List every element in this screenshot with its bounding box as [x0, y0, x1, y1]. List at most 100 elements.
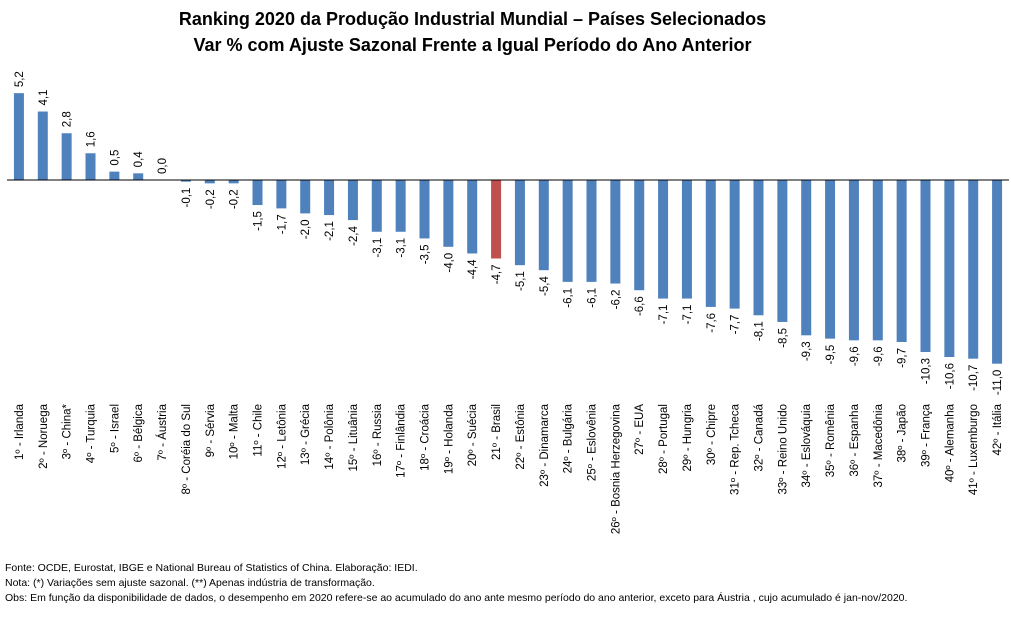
bar: [491, 180, 502, 259]
category-label: 33º - Reino Unido: [777, 404, 789, 495]
data-label: -6,1: [587, 288, 599, 308]
data-label: -7,6: [706, 313, 718, 333]
bar: [634, 180, 645, 291]
category-label: 39º - França: [921, 403, 933, 467]
category-label: 20º - Suécia: [467, 403, 479, 466]
data-label: -7,1: [658, 305, 670, 325]
data-label: -4,4: [467, 259, 479, 279]
data-label: -9,3: [801, 341, 813, 361]
category-label: 30º - Chipre: [706, 404, 718, 465]
bar: [347, 180, 358, 221]
bar: [276, 180, 287, 209]
category-label: 38º - Japão: [897, 404, 909, 463]
data-label: -11,0: [992, 370, 1004, 395]
category-label: 27º - EUA: [634, 404, 646, 455]
category-label: 12º - Letônia: [276, 403, 288, 469]
data-label: -2,0: [300, 219, 312, 239]
category-label: 31º - Rep. Tcheca: [730, 403, 742, 495]
category-label: 10º - Malta: [229, 403, 241, 459]
data-label: -1,5: [253, 211, 265, 231]
data-label: -3,5: [420, 244, 432, 264]
chart-title-line1: Ranking 2020 da Produção Industrial Mund…: [178, 9, 767, 29]
bar: [992, 180, 1003, 364]
category-label: 21º - Brasil: [491, 404, 503, 460]
data-label: -10,6: [944, 363, 956, 389]
category-label: 25º - Eslovênia: [587, 403, 599, 481]
bar: [85, 153, 96, 180]
bar: [538, 180, 549, 271]
bar: [705, 180, 716, 307]
category-label: 6º - Bélgica: [133, 403, 145, 462]
data-label: 0,0: [157, 158, 169, 174]
category-label: 26º - Bosnia Herzegovina: [610, 403, 622, 534]
category-label: 7º - Áustria: [156, 403, 169, 460]
data-label: -9,7: [897, 348, 909, 368]
source-note: Fonte: OCDE, Eurostat, IBGE e National B…: [5, 562, 418, 574]
bar: [180, 180, 191, 182]
bar: [514, 180, 525, 266]
bar: [777, 180, 788, 322]
data-label: -10,7: [968, 365, 980, 391]
category-label: 41º - Luxemburgo: [968, 404, 980, 495]
category-label: 22º - Estônia: [515, 403, 527, 469]
data-label: -6,2: [610, 290, 622, 310]
data-label: -7,1: [682, 305, 694, 325]
category-label: 9º - Sérvia: [205, 403, 217, 457]
category-label: 34º - Eslováquia: [801, 403, 813, 487]
category-label: 32º - Canadá: [754, 403, 766, 471]
data-label: -4,7: [491, 264, 503, 284]
data-label: -8,5: [777, 328, 789, 348]
bar: [109, 171, 120, 180]
data-label: -6,1: [563, 288, 575, 308]
category-label: 36º - Espanha: [849, 403, 861, 476]
bar: [896, 180, 907, 342]
bar: [920, 180, 931, 353]
data-label: -3,1: [396, 238, 408, 258]
bar: [848, 180, 859, 341]
data-label: -4,0: [443, 253, 455, 273]
bar: [443, 180, 454, 247]
bar: [37, 111, 48, 180]
data-label: 2,8: [62, 111, 74, 127]
bar: [467, 180, 478, 254]
bar: [681, 180, 692, 299]
data-label: -5,4: [539, 276, 551, 296]
data-label: 1,6: [86, 131, 98, 147]
data-label: 0,4: [133, 151, 145, 168]
category-label: 4º - Turquia: [86, 403, 98, 463]
data-label: -0,2: [229, 189, 241, 209]
bar: [61, 133, 72, 180]
data-label: -2,1: [324, 221, 336, 241]
data-label: 0,5: [109, 150, 121, 166]
data-label: -1,7: [276, 214, 288, 234]
chart-title-line2: Var % com Ajuste Sazonal Frente a Igual …: [193, 35, 752, 55]
category-label: 15º - Lituânia: [348, 403, 360, 471]
bar: [872, 180, 883, 341]
data-label: -0,1: [181, 188, 193, 208]
data-label: -9,6: [873, 346, 885, 366]
category-label: 11º - Chile: [253, 404, 265, 457]
category-label: 5º - Israel: [109, 404, 121, 453]
data-label: -5,1: [515, 271, 527, 291]
bar: [801, 180, 812, 336]
footnote: Nota: (*) Variações sem ajuste sazonal. …: [5, 577, 375, 589]
data-label: -9,6: [849, 346, 861, 366]
category-label: 17º - Finlândia: [396, 403, 408, 477]
category-label: 16º - Russia: [372, 403, 384, 466]
data-label: -7,7: [730, 315, 742, 335]
bar-chart: 5,2 1º - Irlanda 4,1 2º - Noruega 2,8 3º - Ch…: [7, 71, 1009, 534]
bar: [562, 180, 573, 282]
chart-notes: Fonte: OCDE, Eurostat, IBGE e National B…: [5, 561, 1005, 606]
data-label: -8,1: [754, 321, 766, 341]
category-label: 35º - Romênia: [825, 403, 837, 477]
chart-title: Ranking 2020 da Produção Industrial Mund…: [0, 6, 945, 58]
data-label: -9,5: [825, 345, 837, 365]
category-label: 42º - Itália: [992, 403, 1004, 455]
data-label: -10,3: [921, 358, 933, 384]
bar: [586, 180, 597, 282]
bar: [300, 180, 311, 214]
bar: [658, 180, 669, 299]
category-label: 14º - Polônia: [324, 403, 336, 469]
bar: [753, 180, 764, 316]
category-label: 13º - Grécia: [300, 403, 312, 465]
